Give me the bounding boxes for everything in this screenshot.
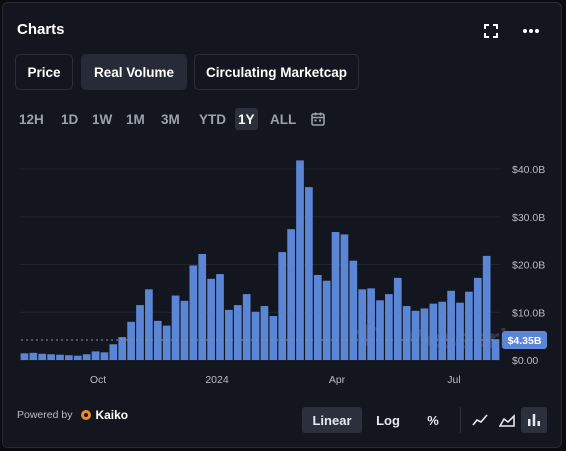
volume-bar[interactable] xyxy=(171,295,180,360)
volume-bar[interactable] xyxy=(207,278,215,360)
tab-real-volume-label: Real Volume xyxy=(93,64,175,80)
powered-by: Powered by Kaiko xyxy=(17,408,128,422)
volume-bar-chart[interactable]: Messari $0.00$10.0B$20.0B$30.0B$40.0B Oc… xyxy=(3,3,559,403)
volume-bar[interactable] xyxy=(402,306,411,360)
range-1w[interactable]: 1W xyxy=(92,111,113,127)
range-1d[interactable]: 1D xyxy=(61,111,79,127)
volume-bar[interactable] xyxy=(367,288,375,360)
volume-bar[interactable] xyxy=(136,305,144,360)
volume-bar[interactable] xyxy=(145,289,153,360)
volume-bar[interactable] xyxy=(438,301,447,360)
x-tick-label: Apr xyxy=(329,374,346,386)
scale-log[interactable]: Log xyxy=(376,412,400,428)
volume-bar[interactable] xyxy=(180,300,189,360)
scale-percent[interactable]: % xyxy=(427,412,439,428)
bar-chart-button[interactable] xyxy=(521,407,547,433)
volume-bar[interactable] xyxy=(305,187,313,360)
volume-bar[interactable] xyxy=(260,306,269,360)
volume-bar[interactable] xyxy=(56,354,64,360)
area-chart-icon xyxy=(499,414,515,427)
volume-bar[interactable] xyxy=(38,353,47,360)
volume-bar[interactable] xyxy=(109,344,118,360)
charts-card: Charts Price Real Volume Circulating Mar… xyxy=(2,2,562,448)
volume-bar[interactable] xyxy=(216,274,224,360)
card-title: Charts xyxy=(17,21,65,38)
y-tick-label: $0.00 xyxy=(512,355,538,367)
volume-bar[interactable] xyxy=(242,294,251,360)
volume-bar[interactable] xyxy=(82,354,91,360)
volume-bar[interactable] xyxy=(473,277,482,360)
range-all[interactable]: ALL xyxy=(270,111,297,127)
x-tick-label: 2024 xyxy=(205,374,229,386)
tab-price[interactable]: Price xyxy=(15,54,73,90)
fullscreen-icon[interactable] xyxy=(481,21,501,41)
tab-real-volume[interactable]: Real Volume xyxy=(81,54,187,90)
volume-bar[interactable] xyxy=(287,229,295,360)
x-tick-label: Jul xyxy=(447,374,460,386)
volume-bar[interactable] xyxy=(225,309,233,360)
last-value-badge: $4.35B xyxy=(502,331,547,349)
tab-circulating-marketcap[interactable]: Circulating Marketcap xyxy=(194,54,359,90)
volume-bar[interactable] xyxy=(482,255,491,360)
y-tick-label: $40.0B xyxy=(512,164,545,176)
volume-bar[interactable] xyxy=(340,234,349,360)
volume-bar[interactable] xyxy=(127,321,135,360)
volume-bar[interactable] xyxy=(393,277,402,360)
range-1y[interactable]: 1Y xyxy=(235,108,258,130)
range-1m[interactable]: 1M xyxy=(126,111,145,127)
volume-bar[interactable] xyxy=(65,355,73,360)
volume-bar[interactable] xyxy=(420,308,429,360)
area-chart-button[interactable] xyxy=(494,407,520,433)
y-tick-label: $10.0B xyxy=(512,307,545,319)
volume-bar[interactable] xyxy=(198,253,207,360)
volume-bar[interactable] xyxy=(269,316,278,360)
scale-linear[interactable]: Linear xyxy=(302,407,362,433)
volume-bar[interactable] xyxy=(322,280,331,360)
footer-divider xyxy=(460,407,461,433)
volume-bar[interactable] xyxy=(465,291,473,360)
volume-bar[interactable] xyxy=(162,325,171,360)
line-chart-button[interactable] xyxy=(467,407,493,433)
range-ytd[interactable]: YTD xyxy=(199,111,226,127)
y-tick-label: $30.0B xyxy=(512,212,545,224)
range-3m[interactable]: 3M xyxy=(161,111,180,127)
volume-bar[interactable] xyxy=(118,337,127,360)
volume-bar[interactable] xyxy=(296,160,304,360)
volume-bar[interactable] xyxy=(313,275,322,360)
volume-bar[interactable] xyxy=(447,290,455,360)
volume-bar[interactable] xyxy=(29,352,38,360)
last-value-label: $4.35B xyxy=(508,335,542,347)
volume-bar[interactable] xyxy=(91,351,100,360)
kaiko-logo[interactable]: Kaiko xyxy=(80,408,128,422)
range-12h[interactable]: 12H xyxy=(19,111,44,127)
volume-bar[interactable] xyxy=(429,303,438,360)
volume-bar[interactable] xyxy=(20,353,29,360)
volume-bar[interactable] xyxy=(189,265,198,360)
volume-bar[interactable] xyxy=(349,260,358,360)
kaiko-name: Kaiko xyxy=(95,408,129,422)
volume-bar[interactable] xyxy=(411,310,420,360)
bar-chart-icon xyxy=(528,414,540,426)
volume-bar[interactable] xyxy=(456,302,464,360)
volume-bar[interactable] xyxy=(358,289,367,360)
volume-bar[interactable] xyxy=(278,252,287,360)
volume-bar[interactable] xyxy=(251,311,260,360)
volume-bar[interactable] xyxy=(73,355,82,360)
tab-price-label: Price xyxy=(27,64,61,80)
kaiko-icon xyxy=(81,410,92,420)
volume-bar[interactable] xyxy=(376,300,384,360)
volume-bar[interactable] xyxy=(100,352,109,360)
volume-bar[interactable] xyxy=(47,354,55,360)
volume-bar[interactable] xyxy=(233,305,242,360)
y-tick-label: $20.0B xyxy=(512,260,545,272)
volume-bar[interactable] xyxy=(385,294,393,360)
more-options-icon[interactable] xyxy=(521,21,541,41)
volume-bar[interactable] xyxy=(331,232,340,360)
x-tick-label: Oct xyxy=(90,374,106,386)
powered-by-text: Powered by xyxy=(17,409,73,421)
calendar-icon[interactable] xyxy=(310,111,326,127)
line-chart-icon xyxy=(472,414,488,426)
volume-bar[interactable] xyxy=(491,339,500,360)
tab-circulating-marketcap-label: Circulating Marketcap xyxy=(205,64,348,80)
